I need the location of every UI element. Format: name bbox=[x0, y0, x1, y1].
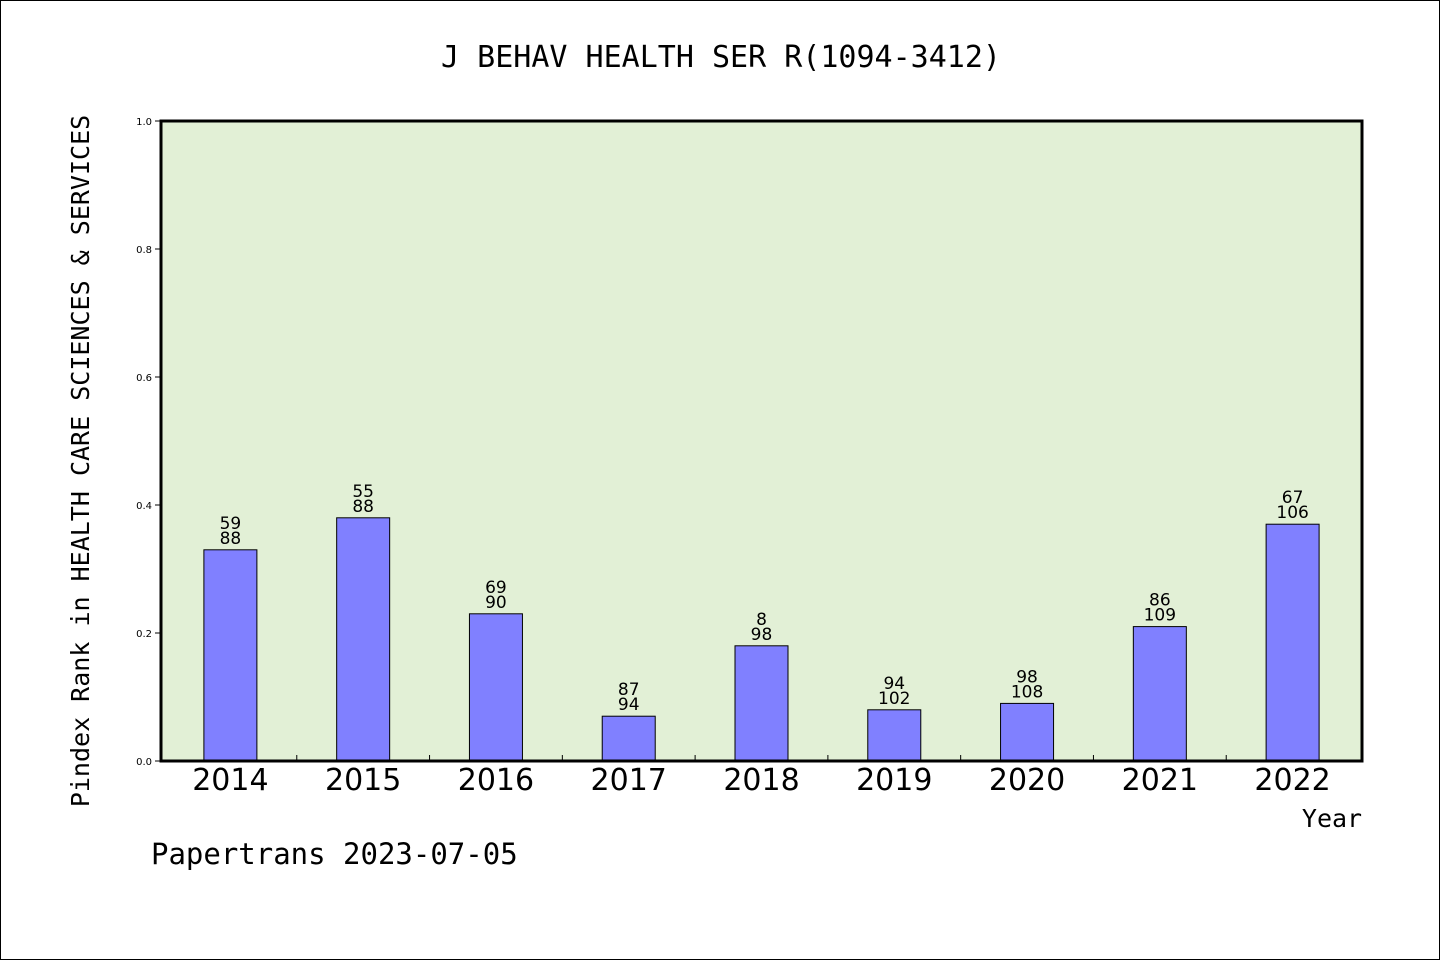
bar-total-label: 102 bbox=[878, 689, 910, 709]
bar-2016 bbox=[468, 613, 523, 762]
x-tick-label: 2017 bbox=[591, 763, 667, 798]
x-tick-label: 2014 bbox=[192, 763, 268, 798]
bar-total-label: 88 bbox=[220, 529, 242, 549]
bars bbox=[203, 517, 1320, 762]
bar-total-label: 88 bbox=[352, 497, 374, 517]
y-tick-label: 0.4 bbox=[136, 501, 152, 512]
bar-total-label: 90 bbox=[485, 593, 507, 613]
y-axis-label: Pindex Rank in HEALTH CARE SCIENCES & SE… bbox=[66, 115, 95, 807]
bar-rank-label: 59 bbox=[220, 514, 242, 534]
y-tick-label: 0.6 bbox=[136, 373, 152, 384]
bar-rank-label: 98 bbox=[1016, 667, 1038, 687]
bar-2017 bbox=[601, 715, 656, 762]
y-tick-label: 0.2 bbox=[136, 629, 152, 640]
bar-total-label: 98 bbox=[751, 625, 773, 645]
x-axis-ticks: 2014 2015 2016 2017 2018 2019 2020 2021 2022 bbox=[192, 755, 1331, 798]
bar-total-label: 106 bbox=[1276, 503, 1308, 523]
x-tick-label: 2019 bbox=[856, 763, 932, 798]
x-tick-label: 2020 bbox=[989, 763, 1065, 798]
x-tick-label: 2016 bbox=[458, 763, 534, 798]
bar-total-label: 109 bbox=[1144, 606, 1176, 626]
x-tick-label: 2021 bbox=[1122, 763, 1198, 798]
bar-2022 bbox=[1265, 523, 1320, 762]
x-tick-label: 2018 bbox=[723, 763, 799, 798]
bar-total-label: 108 bbox=[1011, 682, 1043, 702]
plot-border bbox=[159, 119, 1364, 763]
bar-2014 bbox=[203, 549, 258, 762]
bar-2021 bbox=[1132, 626, 1187, 762]
x-tick-label: 2015 bbox=[325, 763, 401, 798]
bar-total-label: 94 bbox=[618, 695, 640, 715]
bar-2015 bbox=[336, 517, 391, 762]
y-tick-label: 0.8 bbox=[136, 245, 152, 256]
bar-rank-label: 67 bbox=[1282, 488, 1304, 508]
bar-2020 bbox=[1000, 702, 1055, 762]
chart-title: J BEHAV HEALTH SER R(1094-3412) bbox=[441, 40, 1001, 75]
bar-rank-label: 69 bbox=[485, 578, 507, 598]
y-tick-label: 1.0 bbox=[136, 117, 152, 128]
bar-rank-label: 55 bbox=[352, 482, 374, 502]
bar-2019 bbox=[867, 709, 922, 762]
bar-rank-label: 87 bbox=[618, 680, 640, 700]
footer-credit: Papertrans 2023-07-05 bbox=[151, 837, 518, 871]
x-axis-label: Year bbox=[1302, 804, 1362, 833]
y-tick-label: 0.0 bbox=[136, 757, 152, 768]
y-axis-ticks: 0.0 0.2 0.4 0.6 0.8 1.0 bbox=[136, 117, 161, 768]
x-tick-label: 2022 bbox=[1254, 763, 1330, 798]
bar-rank-label: 94 bbox=[883, 674, 905, 694]
bar-2018 bbox=[734, 645, 789, 762]
bar-rank-label: 86 bbox=[1149, 591, 1171, 611]
bar-rank-label: 8 bbox=[756, 610, 767, 630]
